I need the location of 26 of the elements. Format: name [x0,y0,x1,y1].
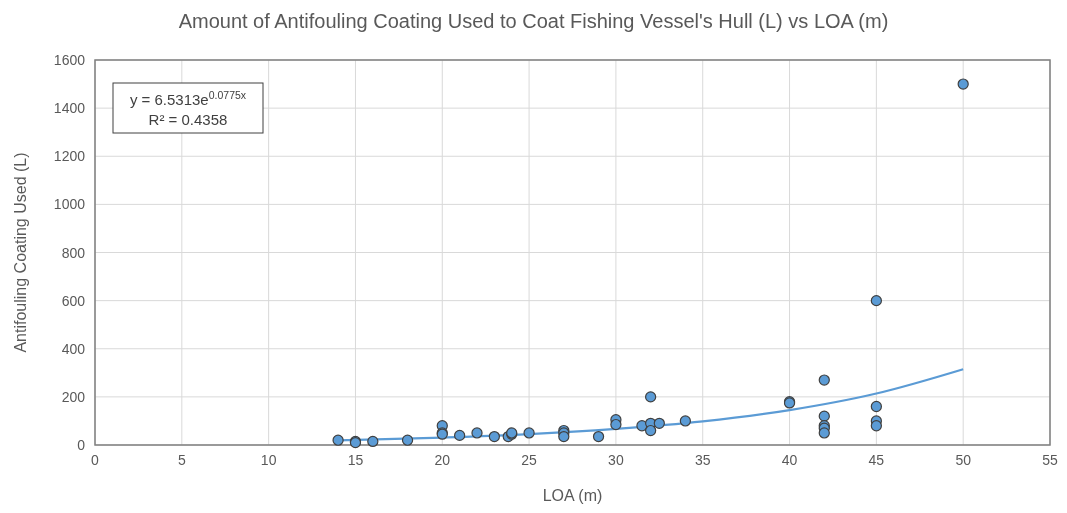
x-tick-label: 30 [608,452,624,468]
x-tick-label: 40 [781,452,798,468]
y-axis-title: Antifouling Coating Used (L) [12,152,29,353]
annotation: y = 6.5313e$^{0.0775x}$ [129,89,247,108]
x-tick-label: 25 [521,452,538,468]
x-tick-label: 55 [1042,452,1058,468]
x-tick-label: 15 [347,452,364,468]
x-tick-label: 10 [260,452,277,468]
x-tick-label: 0 [91,452,100,468]
x-axis-title: LOA (m) [542,487,603,504]
y-tick-label: 1000 [53,196,86,213]
y-tick-label: 1200 [53,148,86,165]
y-tick-label: 1600 [53,52,86,68]
y-tick-label: 200 [61,388,86,405]
x-tick-label: 35 [694,452,711,468]
x-tick-label: 5 [177,452,186,468]
chart-title: Amount of Antifouling Coating Used to Coat Fishing Vessel's Hull (L) vs LOA (m) [178,10,889,32]
y-tick-label: 400 [61,340,86,357]
x-tick-label: 45 [868,452,885,468]
x-tick-label: 20 [434,452,451,468]
y-tick-label: 600 [61,292,86,309]
annotation: R² = 0.4358 [148,111,228,128]
y-tick-label: 800 [61,244,86,261]
x-tick-label: 50 [955,452,972,468]
y-tick-label: 1400 [53,100,86,117]
y-tick-label: 0 [77,437,86,453]
